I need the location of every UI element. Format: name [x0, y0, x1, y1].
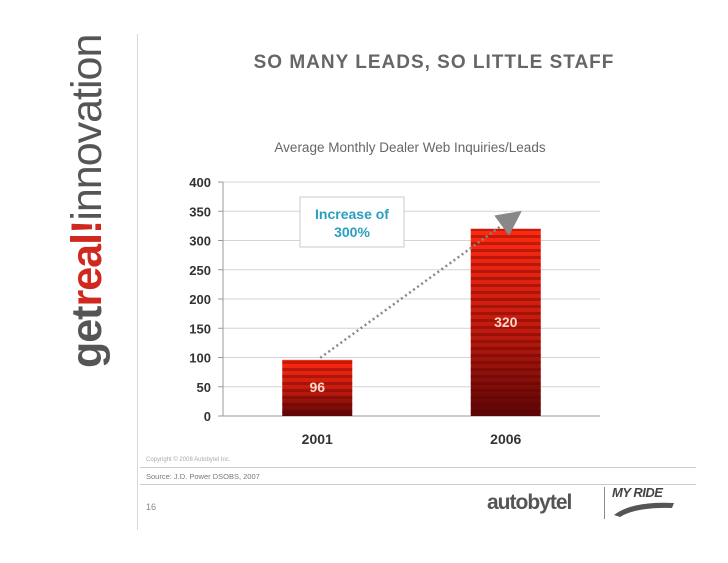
- callout-line2: 300%: [334, 224, 370, 240]
- y-tick-label: 200: [189, 292, 211, 307]
- y-tick-label: 50: [197, 380, 211, 395]
- footer-rule-top: [140, 467, 696, 468]
- bar-stripes-2006: [470, 228, 541, 416]
- x-tick-label: 2006: [490, 431, 521, 447]
- y-tick-label: 400: [189, 175, 211, 190]
- data-label: 96: [309, 379, 325, 395]
- logo-divider: [604, 487, 605, 519]
- myride-logo-text: MY RIDE: [612, 485, 663, 500]
- bar-stripes-2001: [282, 359, 353, 416]
- page-number: 16: [146, 502, 157, 512]
- myride-logo: MY RIDE: [612, 485, 680, 521]
- autobytel-logo: autobytel: [487, 491, 572, 514]
- callout-box: [299, 196, 405, 248]
- data-label: 320: [494, 314, 518, 330]
- source-text: Source: J.D. Power DSOBS, 2007: [146, 472, 260, 481]
- y-tick-label: 350: [189, 204, 211, 219]
- myride-swoosh-icon: [614, 502, 674, 517]
- chart-title: Average Monthly Dealer Web Inquiries/Lea…: [274, 140, 545, 155]
- y-tick-label: 250: [189, 263, 211, 278]
- copyright-text: Copyright © 2008 Autobytel Inc.: [146, 457, 231, 463]
- x-tick-label: 2001: [302, 431, 333, 447]
- slide-title: SO MANY LEADS, SO LITTLE STAFF: [253, 52, 615, 73]
- callout-line1: Increase of: [315, 206, 389, 222]
- footer-rule-bottom: [140, 484, 696, 485]
- sidebar-divider: [137, 34, 138, 530]
- y-tick-label: 300: [189, 234, 211, 249]
- y-tick-label: 100: [189, 351, 211, 366]
- y-tick-label: 0: [204, 409, 211, 424]
- y-tick-label: 150: [189, 321, 211, 336]
